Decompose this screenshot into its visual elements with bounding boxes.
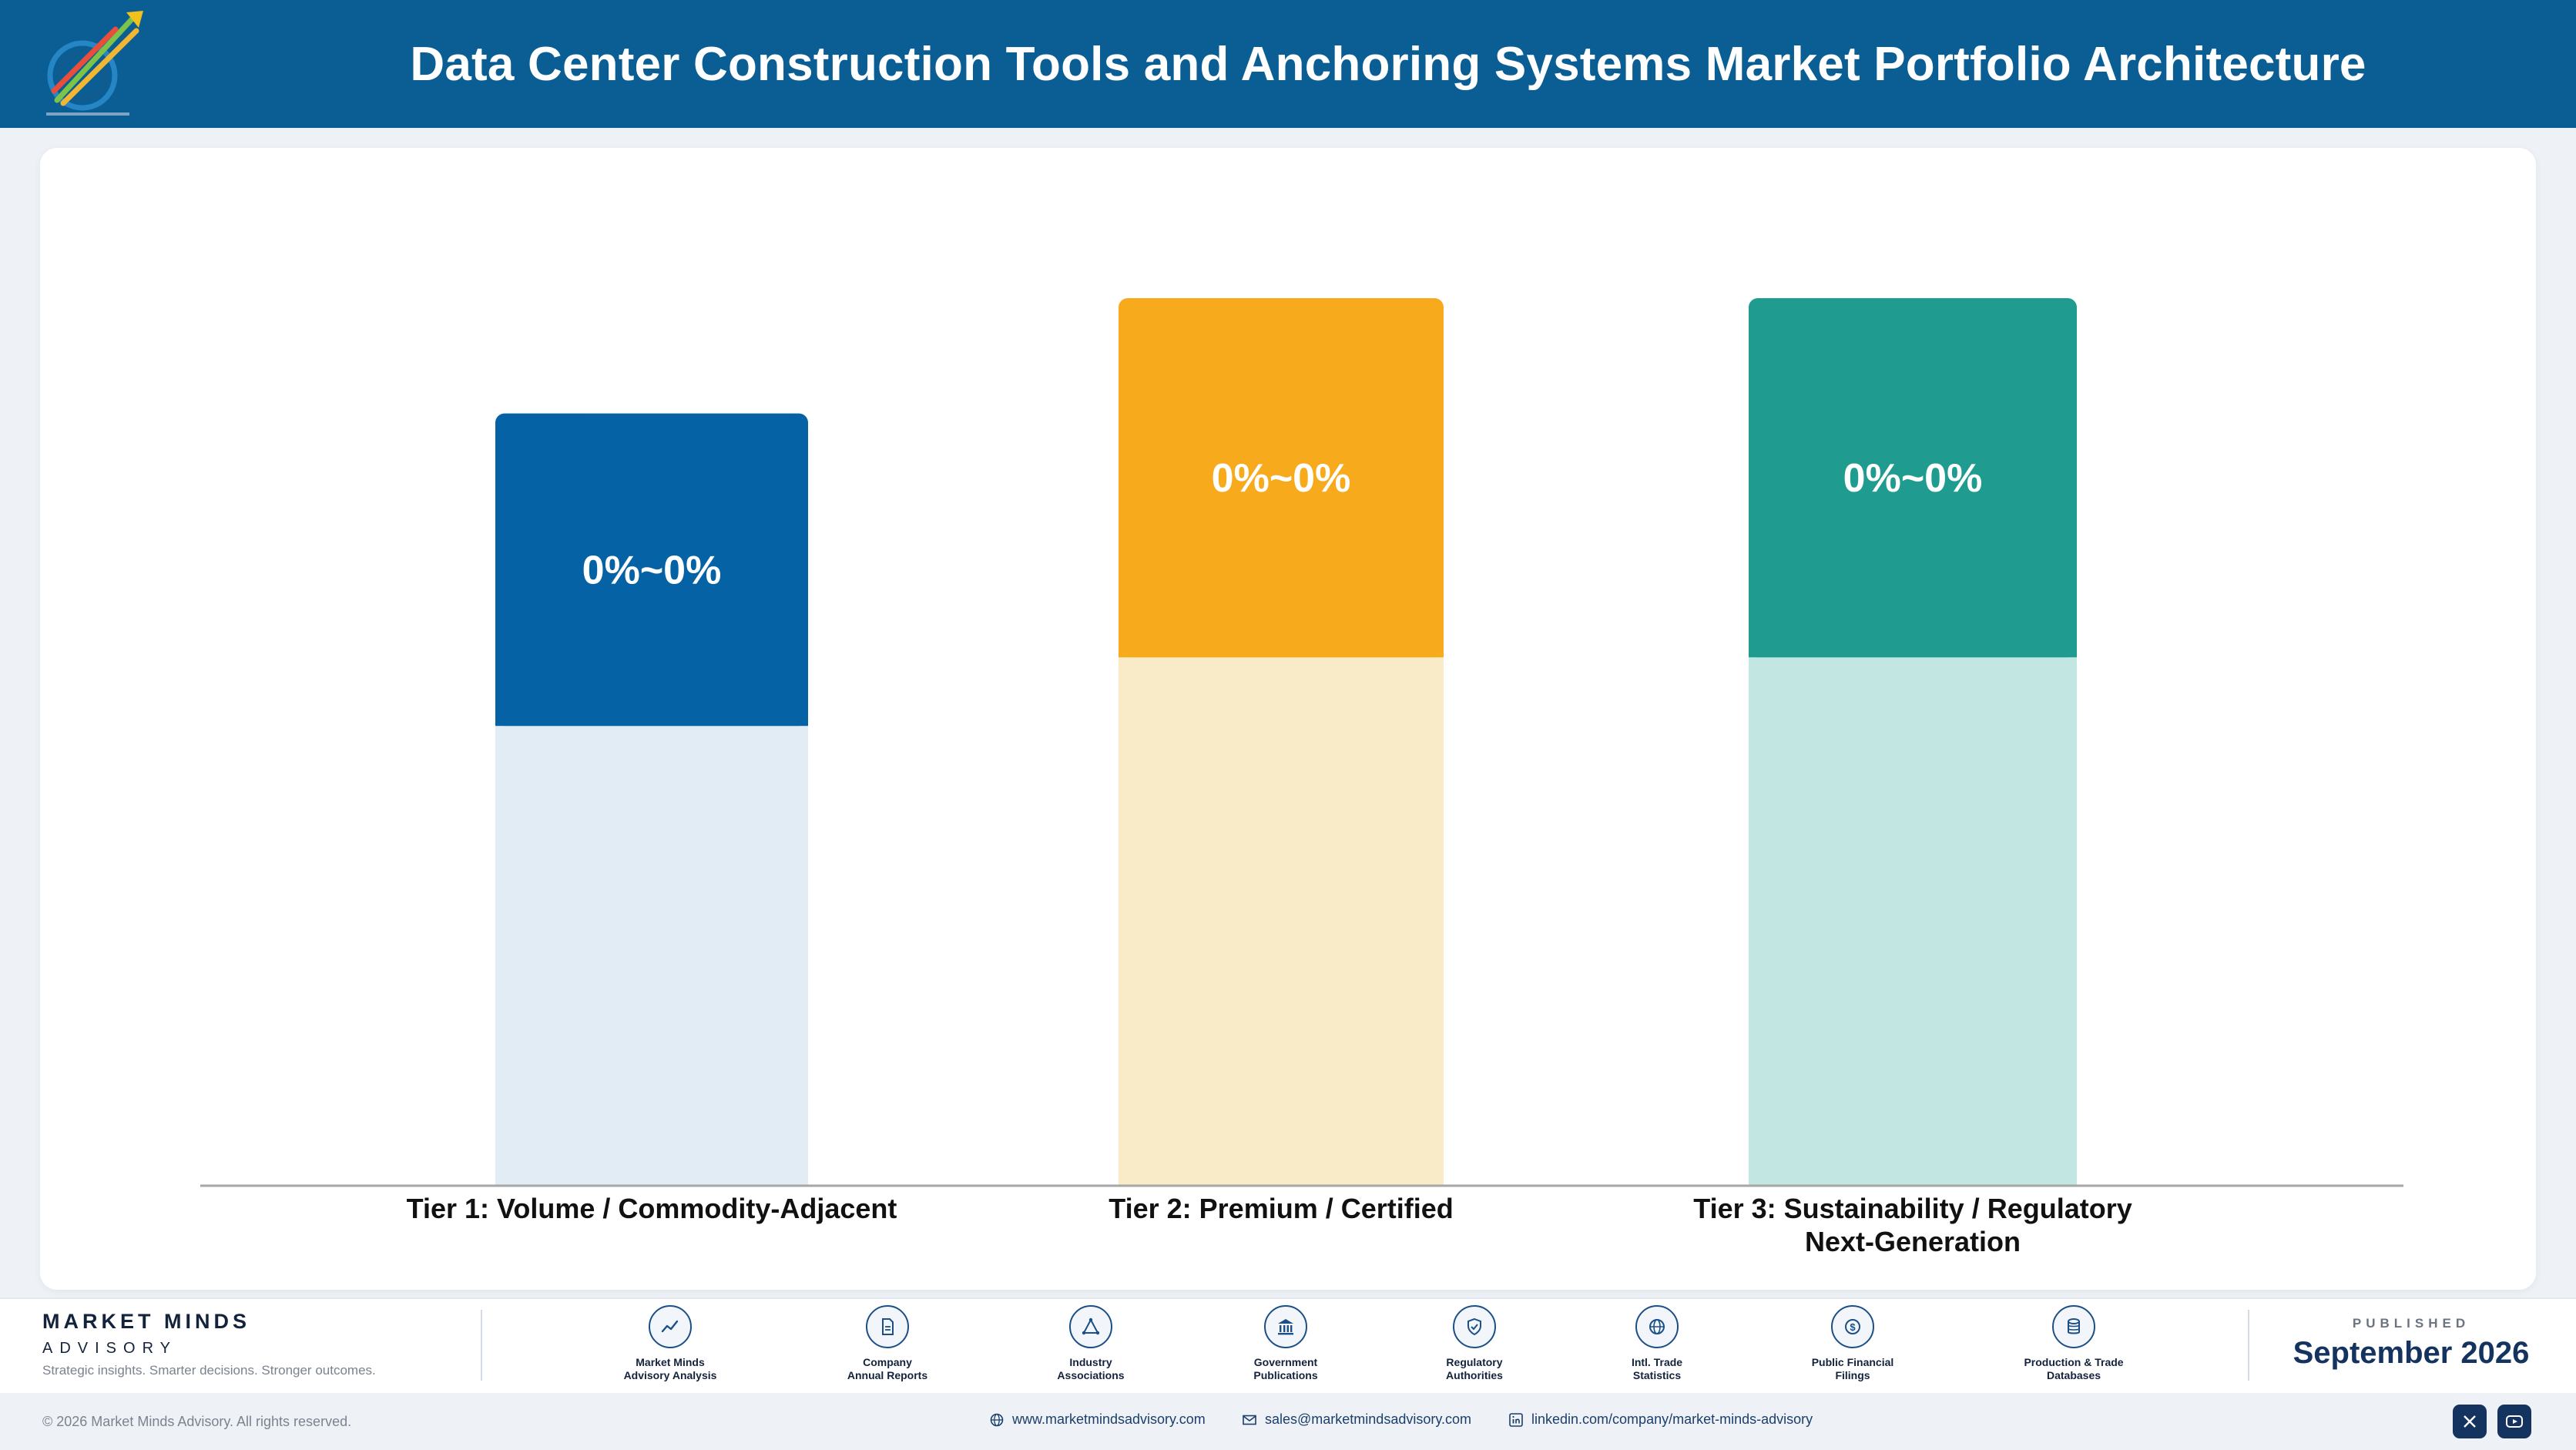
dollar-coin-icon: $: [1831, 1305, 1874, 1348]
government-building-icon: [1264, 1305, 1307, 1348]
source-item: Industry Associations: [1021, 1305, 1160, 1382]
data-label: 0%~0%: [1212, 456, 1351, 501]
x-social-button[interactable]: [2453, 1405, 2487, 1438]
email-link[interactable]: sales@marketmindsadvisory.com: [1242, 1411, 1471, 1428]
source-item: Market Minds Advisory Analysis: [601, 1305, 740, 1382]
source-item: Regulatory Authorities: [1405, 1305, 1544, 1382]
bar-highlight: [1119, 298, 1444, 658]
source-label: Company Annual Reports: [847, 1356, 928, 1381]
divider: [2248, 1310, 2249, 1381]
source-label: Regulatory Authorities: [1446, 1356, 1503, 1381]
bar-highlight: [495, 413, 808, 727]
x-tick-label: Tier 3: Sustainability / Regulatory: [1693, 1193, 2132, 1224]
source-item: Company Annual Reports: [818, 1305, 957, 1382]
globe-icon: [1635, 1305, 1679, 1348]
x-tick-label: Next-Generation: [1805, 1226, 2021, 1257]
brand-subtitle: ADVISORY: [42, 1340, 177, 1357]
brand-tagline: Strategic insights. Smarter decisions. S…: [42, 1363, 376, 1378]
linkedin-text: linkedin.com/company/market-minds-adviso…: [1531, 1411, 1813, 1427]
x-tick-label: Tier 2: Premium / Certified: [1109, 1193, 1453, 1224]
chart-card: 0%~0% Tier 1: Volume / Commodity-Adjacent…: [40, 148, 2536, 1290]
brand-name: MARKET MINDS: [42, 1310, 250, 1333]
source-label: Government Publications: [1253, 1356, 1318, 1381]
source-item: Production & Trade Databases: [2004, 1305, 2143, 1382]
bar-base: [1119, 1174, 1444, 1185]
bar-base: [1749, 1174, 2077, 1185]
source-item: Intl. Trade Statistics: [1588, 1305, 1726, 1382]
page-title: Data Center Construction Tools and Ancho…: [410, 37, 2366, 91]
x-tick-label: Tier 1: Volume / Commodity-Adjacent: [407, 1193, 897, 1224]
published-label: PUBLISHED: [2352, 1316, 2470, 1331]
source-label: Intl. Trade Statistics: [1631, 1356, 1683, 1381]
bar-highlight-base: [495, 713, 808, 727]
youtube-social-button[interactable]: [2497, 1405, 2531, 1438]
linkedin-icon: [1509, 1412, 1523, 1427]
shield-check-icon: [1453, 1305, 1496, 1348]
footer-bottom: © 2026 Market Minds Advisory. All rights…: [0, 1393, 2576, 1450]
company-logo: [40, 8, 148, 123]
source-label: Production & Trade Databases: [2024, 1356, 2124, 1381]
bar-base: [495, 1174, 808, 1185]
email-text: sales@marketmindsadvisory.com: [1265, 1411, 1472, 1427]
bar-highlight: [1749, 298, 2077, 658]
published-date: September 2026: [2293, 1336, 2530, 1370]
header-bar: Data Center Construction Tools and Ancho…: [0, 0, 2576, 128]
copyright: © 2026 Market Minds Advisory. All rights…: [42, 1414, 352, 1429]
source-label: Market Minds Advisory Analysis: [623, 1356, 717, 1381]
data-label: 0%~0%: [1843, 456, 1983, 501]
website-text: www.marketmindsadvisory.com: [1012, 1411, 1206, 1427]
source-item: $ Public Financial Filings: [1783, 1305, 1922, 1382]
svg-text:$: $: [1850, 1321, 1856, 1333]
youtube-icon: [2506, 1415, 2523, 1428]
data-label: 0%~0%: [582, 548, 722, 592]
divider: [481, 1310, 482, 1381]
mail-icon: [1243, 1415, 1256, 1425]
document-icon: [866, 1305, 909, 1348]
footer-sources: MARKET MINDS ADVISORY Strategic insights…: [0, 1297, 2576, 1395]
trend-line-icon: [649, 1305, 692, 1348]
bar-highlight-base: [1119, 645, 1444, 658]
bar-highlight-base: [1749, 645, 2077, 658]
network-icon: [1069, 1305, 1112, 1348]
website-link[interactable]: www.marketmindsadvisory.com: [989, 1411, 1206, 1428]
linkedin-link[interactable]: linkedin.com/company/market-minds-adviso…: [1508, 1411, 1813, 1428]
globe-icon: [990, 1413, 1004, 1426]
source-label: Industry Associations: [1057, 1356, 1125, 1381]
source-label: Public Financial Filings: [1811, 1356, 1894, 1381]
x-icon: [2464, 1415, 2476, 1428]
bar-chart: 0%~0% Tier 1: Volume / Commodity-Adjacent…: [200, 298, 2403, 1257]
database-icon: [2052, 1305, 2095, 1348]
source-item: Government Publications: [1216, 1305, 1355, 1382]
